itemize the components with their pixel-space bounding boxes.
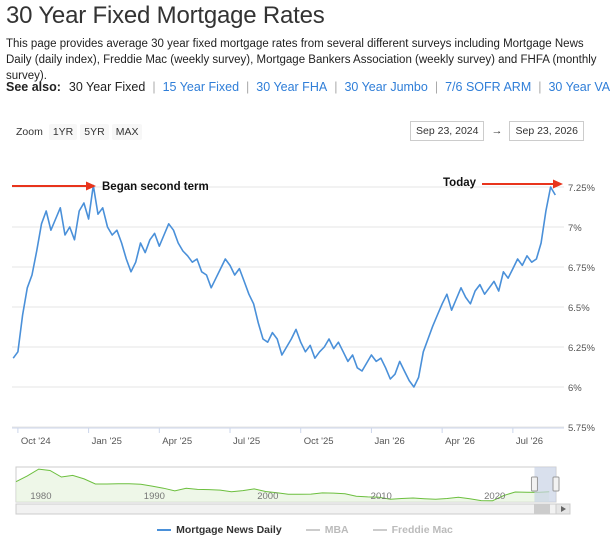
x-tick-label: Oct '25: [304, 436, 334, 447]
navigator-tick-label: 1980: [30, 491, 51, 502]
separator: |: [434, 80, 439, 94]
y-tick-label: 6.5%: [568, 303, 590, 314]
page-intro: This page provides average 30 year fixed…: [6, 38, 597, 82]
navigator-line: [15, 468, 550, 502]
navigator-tick-label: 2020: [484, 491, 505, 502]
navigator-tick-label: 1990: [144, 491, 165, 502]
arrow-head-icon: [86, 181, 96, 191]
annotation-today: Today: [443, 177, 477, 189]
zoom-max-button[interactable]: MAX: [111, 124, 143, 140]
link-30-year-va[interactable]: 30 Year VA: [548, 80, 610, 94]
legend-swatch: [157, 529, 172, 531]
legend-label: MBA: [324, 524, 349, 536]
navigator-scrollbar: [15, 503, 571, 515]
separator: |: [334, 80, 338, 94]
x-tick-label: Jul '26: [516, 436, 543, 447]
series-line-mortgage-news-daily: [12, 184, 556, 388]
separator: |: [246, 80, 250, 94]
rate-chart: Zoom 1YR 5YR MAX Sep 23, 2024 → Sep 23, …: [0, 112, 610, 543]
legend-item-freddie-mac[interactable]: Freddie Mac: [372, 524, 453, 536]
arrow-head-icon: [553, 179, 563, 189]
range-to-input[interactable]: Sep 23, 2026: [509, 121, 584, 141]
range-from-input[interactable]: Sep 23, 2024: [410, 121, 485, 141]
navigator: 1980 1990 2000 2010 2020: [15, 466, 571, 515]
legend-swatch: [372, 529, 387, 531]
annotation-began-second-term: Began second term: [102, 181, 209, 193]
legend-item-mortgage-news-daily[interactable]: Mortgage News Daily: [157, 524, 282, 536]
y-tick-label: 6.75%: [568, 263, 595, 274]
chart-canvas: 7.25% 7% 6.75% 6.5% 6.25% 6% 5.75% Oct '24 Jan …: [12, 177, 595, 515]
x-tick-label: Apr '26: [445, 436, 475, 447]
x-axis-ticks: Oct '24 Jan '25 Apr '25 Jul '25 Oct '25 Jan '…: [12, 427, 564, 447]
series-lines: [12, 184, 556, 388]
link-7-6-sofr-arm[interactable]: 7/6 SOFR ARM: [445, 80, 532, 94]
page-title: 30 Year Fixed Mortgage Rates: [6, 2, 325, 29]
x-tick-label: Oct '24: [21, 436, 51, 447]
navigator-scrollbar-thumb: [534, 504, 550, 514]
navigator-tick-label: 2010: [371, 491, 392, 502]
see-also-current: 30 Year Fixed: [68, 80, 146, 94]
y-axis-ticks: 7.25% 7% 6.75% 6.5% 6.25% 6% 5.75%: [568, 183, 595, 434]
x-tick-label: Jan '26: [374, 436, 404, 447]
see-also-nav: See also: 30 Year Fixed | 15 Year Fixed …: [6, 80, 610, 94]
link-15-year-fixed[interactable]: 15 Year Fixed: [162, 80, 240, 94]
separator: |: [152, 80, 156, 94]
zoom-1yr-button[interactable]: 1YR: [48, 124, 78, 140]
x-tick-label: Jan '25: [92, 436, 122, 447]
zoom-label: Zoom: [16, 126, 43, 138]
y-tick-label: 5.75%: [568, 423, 595, 434]
range-arrow: →: [491, 125, 503, 137]
y-tick-label: 7%: [568, 223, 582, 234]
y-tick-label: 6.25%: [568, 343, 595, 354]
navigator-handle-left: [530, 476, 538, 492]
legend-label: Mortgage News Daily: [176, 524, 282, 536]
x-tick-label: Jul '25: [233, 436, 260, 447]
y-tick-label: 6%: [568, 383, 582, 394]
zoom-controls: Zoom 1YR 5YR MAX: [16, 124, 145, 140]
see-also-label: See also:: [6, 80, 61, 94]
y-tick-label: 7.25%: [568, 183, 595, 194]
legend-label: Freddie Mac: [391, 524, 453, 536]
annotations: Began second term Today: [12, 177, 563, 193]
navigator-handle-right: [552, 476, 560, 492]
zoom-5yr-button[interactable]: 5YR: [80, 124, 109, 140]
navigator-tick-label: 2000: [257, 491, 278, 502]
link-30-year-fha[interactable]: 30 Year FHA: [256, 80, 328, 94]
legend-item-mba[interactable]: MBA: [305, 524, 349, 536]
grid-lines: [12, 186, 564, 428]
legend-swatch: [305, 529, 320, 531]
chevron-right-icon: [561, 506, 566, 512]
navigator-area: [16, 469, 550, 502]
x-tick-label: Apr '25: [162, 436, 192, 447]
navigator-selection: [534, 467, 556, 502]
link-30-year-jumbo[interactable]: 30 Year Jumbo: [344, 80, 428, 94]
date-range: Sep 23, 2024 → Sep 23, 2026: [410, 121, 584, 141]
separator: |: [538, 80, 542, 94]
chart-legend: Mortgage News Daily MBA Freddie Mac: [0, 524, 610, 536]
